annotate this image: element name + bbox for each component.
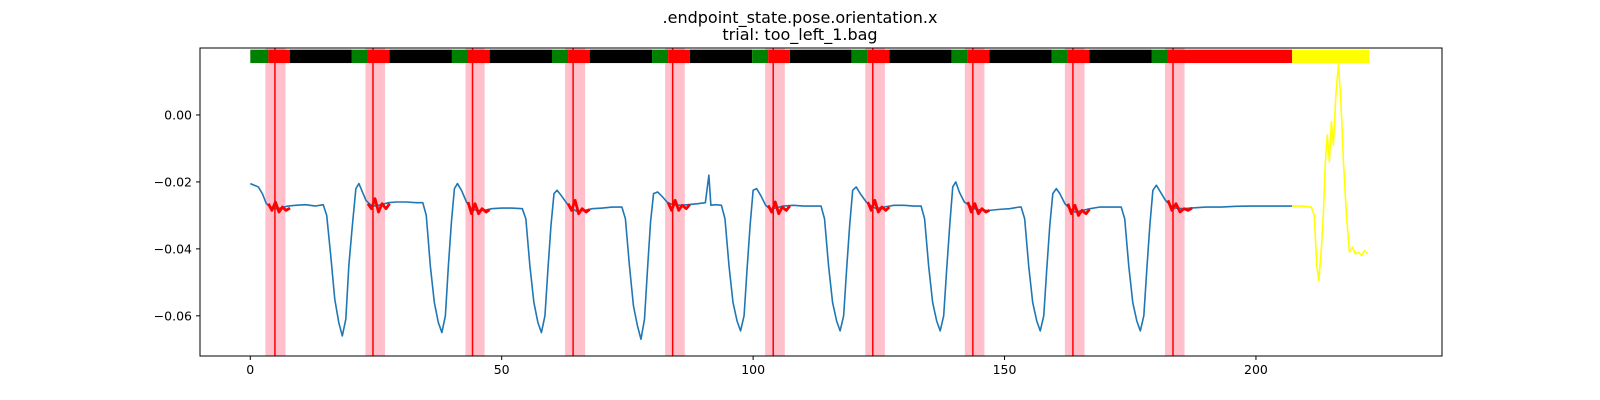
status-segment-black <box>989 49 1052 64</box>
status-segment-black <box>389 49 452 64</box>
status-segment-green <box>851 49 868 64</box>
plot-frame <box>199 47 1443 357</box>
status-segment-black <box>489 49 552 64</box>
highlight-segment <box>366 197 391 214</box>
status-segment-red <box>268 49 291 64</box>
status-segment-red <box>468 49 490 64</box>
chart-title: .endpoint_state.pose.orientation.x <box>663 8 938 28</box>
status-segment-red <box>1067 49 1090 64</box>
status-segment-red <box>668 49 690 64</box>
highlight-segment <box>1066 203 1091 217</box>
status-segment-green <box>351 49 368 64</box>
highlight-segment <box>267 200 291 214</box>
status-segment-green <box>250 49 269 64</box>
highlight-segment <box>666 198 691 212</box>
status-segment-green <box>451 49 469 64</box>
status-bar <box>250 49 1370 64</box>
status-segment-black <box>1089 49 1152 64</box>
status-segment-black <box>589 49 653 64</box>
event-band <box>1064 48 1085 356</box>
status-segment-green <box>1051 49 1068 64</box>
status-segment-green <box>652 49 669 64</box>
event-band <box>465 48 485 356</box>
y-tick-label: 0.00 <box>164 107 192 122</box>
axes: 0 50 100 150 200 0.00 −0.02 −0.04 −0.06 <box>154 47 1443 377</box>
y-tick-label: −0.06 <box>154 308 192 323</box>
status-segment-green <box>1151 49 1168 64</box>
chart-subtitle: trial: too_left_1.bag <box>722 25 877 45</box>
status-segment-red <box>1167 49 1293 64</box>
series-lines <box>249 63 1369 341</box>
status-segment-red <box>768 49 790 64</box>
x-tick-label: 200 <box>1244 362 1268 377</box>
x-tick-label: 100 <box>741 362 765 377</box>
highlight-segment <box>966 201 991 216</box>
status-segment-red <box>967 49 990 64</box>
x-tick-label: 0 <box>246 362 254 377</box>
status-segment-black <box>689 49 753 64</box>
status-segment-green <box>551 49 569 64</box>
highlight-segment <box>566 198 591 216</box>
trace-series-line <box>249 174 1293 341</box>
highlight-segment <box>466 201 491 216</box>
tail-series-line <box>1292 63 1369 282</box>
status-segment-red <box>568 49 590 64</box>
y-tick-label: −0.04 <box>154 241 192 256</box>
status-segment-green <box>951 49 968 64</box>
highlight-segment <box>1166 199 1193 214</box>
y-tick-label: −0.02 <box>154 174 192 189</box>
event-band <box>1164 48 1185 356</box>
status-segment-red <box>367 49 390 64</box>
status-segment-red <box>867 49 890 64</box>
status-segment-green <box>752 49 769 64</box>
highlight-segment <box>766 200 791 216</box>
event-lines <box>274 48 1174 356</box>
status-segment-black <box>789 49 852 64</box>
status-segment-yellow <box>1292 49 1370 64</box>
status-segment-black <box>290 49 352 64</box>
x-tick-label: 150 <box>993 362 1017 377</box>
x-tick-label: 50 <box>494 362 510 377</box>
event-band <box>964 48 985 356</box>
status-segment-black <box>889 49 952 64</box>
highlight-segment <box>866 198 891 214</box>
